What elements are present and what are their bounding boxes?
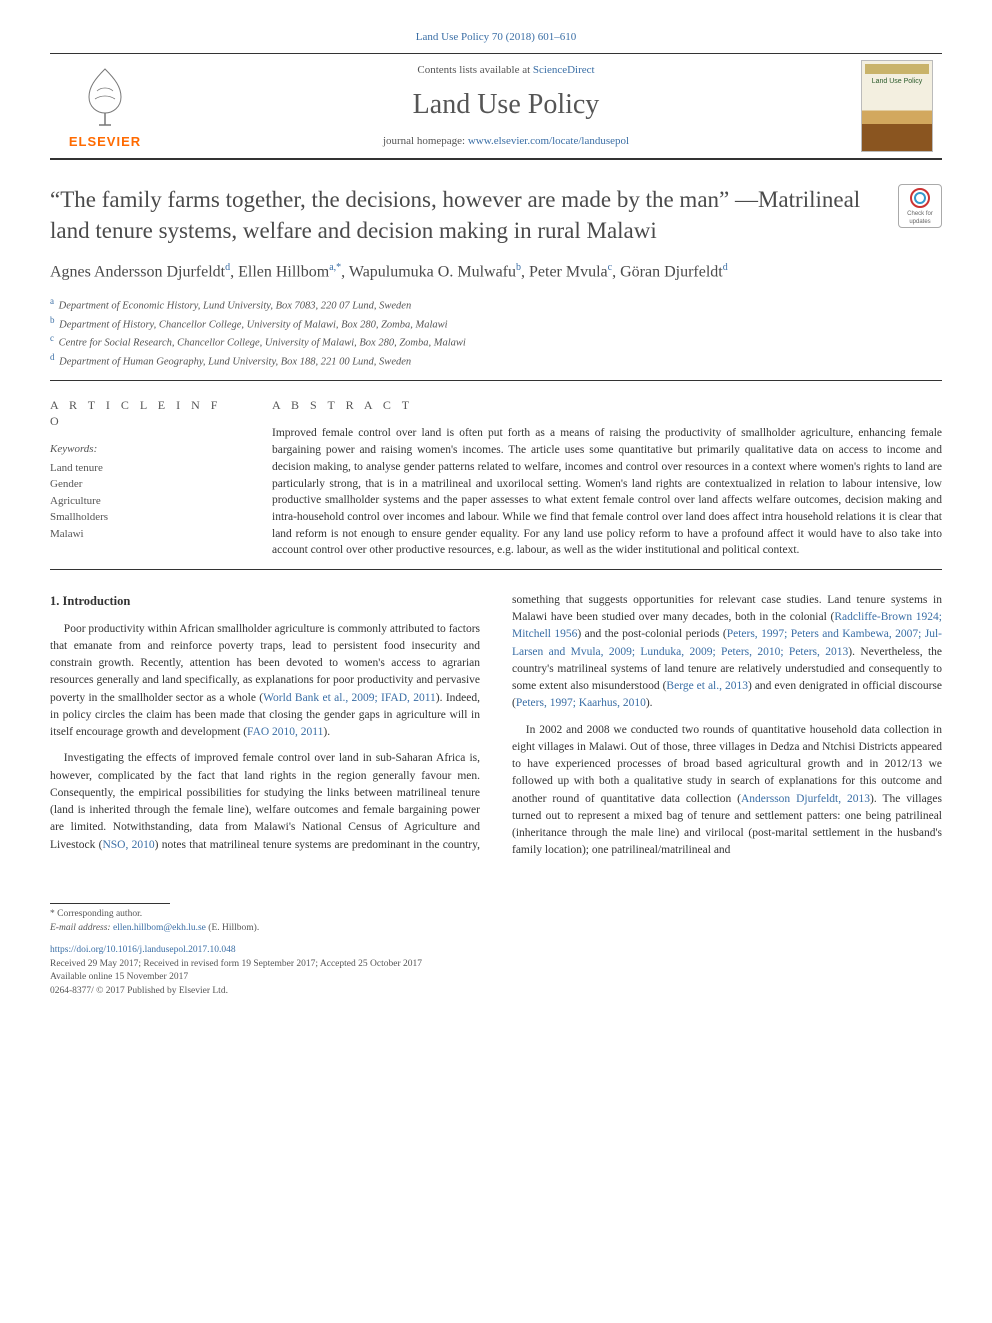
keyword: Agriculture — [50, 493, 240, 510]
article-info-heading: A R T I C L E I N F O — [50, 397, 240, 431]
journal-homepage-line: journal homepage: www.elsevier.com/locat… — [160, 134, 852, 149]
affiliation: a Department of Economic History, Lund U… — [50, 295, 942, 314]
citation[interactable]: Berge et al., 2013 — [666, 680, 748, 692]
affiliation: c Centre for Social Research, Chancellor… — [50, 332, 942, 351]
sciencedirect-link[interactable]: ScienceDirect — [533, 64, 595, 76]
homepage-prefix: journal homepage: — [383, 135, 468, 147]
email-label: E-mail address: — [50, 923, 113, 933]
article-info-col: A R T I C L E I N F O Keywords: Land ten… — [50, 397, 240, 559]
header-center: Contents lists available at ScienceDirec… — [160, 63, 852, 149]
email-suffix: (E. Hillbom). — [206, 923, 259, 933]
crossmark-text2: updates — [909, 218, 930, 226]
crossmark-icon — [908, 186, 932, 210]
publisher-name: ELSEVIER — [69, 133, 141, 151]
cover-thumb-block: Land Use Policy — [852, 60, 942, 152]
elsevier-tree-icon — [75, 61, 135, 131]
corresponding-author: * Corresponding author. — [50, 908, 942, 922]
abstract-text: Improved female control over land is oft… — [272, 425, 942, 558]
citation[interactable]: Peters, 1997; Kaarhus, 2010 — [516, 697, 646, 709]
body-paragraph-1: Poor productivity within African smallho… — [50, 621, 480, 742]
affiliation: b Department of History, Chancellor Coll… — [50, 314, 942, 333]
cover-title: Land Use Policy — [862, 77, 932, 87]
citation[interactable]: FAO 2010, 2011 — [247, 726, 323, 738]
keywords-list: Land tenureGenderAgricultureSmallholders… — [50, 460, 240, 543]
keyword: Land tenure — [50, 460, 240, 477]
section-1-heading: 1. Introduction — [50, 592, 480, 611]
footer-rule — [50, 903, 170, 904]
doi-link[interactable]: https://doi.org/10.1016/j.landusepol.201… — [50, 945, 236, 955]
copyright-line: 0264-8377/ © 2017 Published by Elsevier … — [50, 985, 942, 999]
crossmark-badge[interactable]: Check for updates — [898, 184, 942, 228]
abstract-col: A B S T R A C T Improved female control … — [272, 397, 942, 559]
keyword: Malawi — [50, 526, 240, 543]
affiliations-block: a Department of Economic History, Lund U… — [50, 295, 942, 370]
article-title: “The family farms together, the decision… — [50, 184, 898, 246]
divider-top — [50, 380, 942, 381]
citation[interactable]: World Bank et al., 2009; IFAD, 2011 — [263, 692, 436, 704]
authors-line: Agnes Andersson Djurfeldtd, Ellen Hillbo… — [50, 260, 942, 284]
divider-bottom — [50, 569, 942, 570]
journal-reference: Land Use Policy 70 (2018) 601–610 — [50, 30, 942, 45]
journal-cover-thumbnail: Land Use Policy — [861, 60, 933, 152]
received-line: Received 29 May 2017; Received in revise… — [50, 958, 942, 972]
crossmark-text1: Check for — [907, 210, 933, 218]
keyword: Gender — [50, 476, 240, 493]
footer-area: * Corresponding author. E-mail address: … — [50, 903, 942, 999]
citation[interactable]: Andersson Djurfeldt, 2013 — [741, 793, 870, 805]
keyword: Smallholders — [50, 509, 240, 526]
journal-name: Land Use Policy — [160, 85, 852, 124]
info-abstract-row: A R T I C L E I N F O Keywords: Land ten… — [50, 397, 942, 559]
doi-line: https://doi.org/10.1016/j.landusepol.201… — [50, 944, 942, 958]
body-section: 1. Introduction Poor productivity within… — [50, 592, 942, 861]
journal-homepage-link[interactable]: www.elsevier.com/locate/landusepol — [468, 135, 629, 147]
citation[interactable]: NSO, 2010 — [102, 839, 154, 851]
title-block: “The family farms together, the decision… — [50, 184, 942, 246]
contents-list-line: Contents lists available at ScienceDirec… — [160, 63, 852, 78]
page-root: Land Use Policy 70 (2018) 601–610 ELSEVI… — [0, 0, 992, 1039]
abstract-heading: A B S T R A C T — [272, 397, 942, 414]
body-two-columns: 1. Introduction Poor productivity within… — [50, 592, 942, 861]
available-line: Available online 15 November 2017 — [50, 971, 942, 985]
journal-header: ELSEVIER Contents lists available at Sci… — [50, 53, 942, 160]
contents-prefix: Contents lists available at — [417, 64, 532, 76]
publisher-logo-block: ELSEVIER — [50, 61, 160, 151]
body-paragraph-3: In 2002 and 2008 we conducted two rounds… — [512, 722, 942, 860]
keywords-label: Keywords: — [50, 442, 240, 457]
author-email-link[interactable]: ellen.hillbom@ekh.lu.se — [113, 923, 206, 933]
email-line: E-mail address: ellen.hillbom@ekh.lu.se … — [50, 922, 942, 936]
affiliation: d Department of Human Geography, Lund Un… — [50, 351, 942, 370]
